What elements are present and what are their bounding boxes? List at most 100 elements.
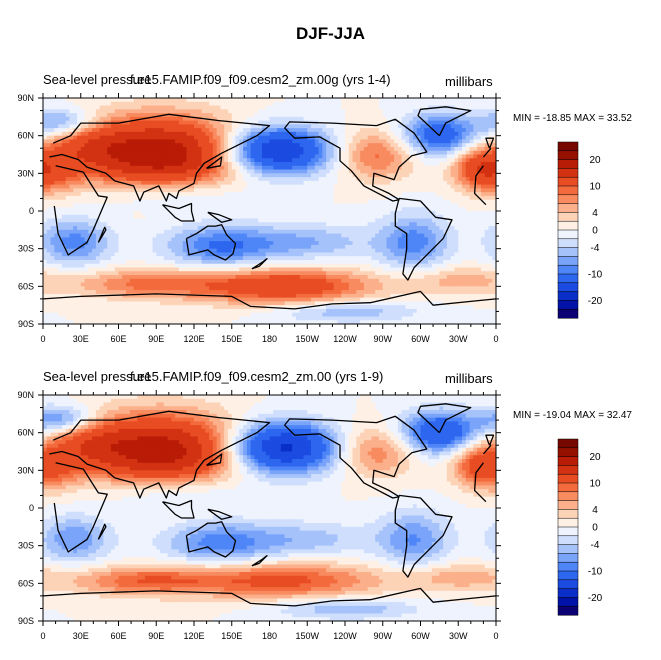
field-cell <box>88 158 93 163</box>
field-cell <box>156 169 161 174</box>
field-cell <box>424 113 429 118</box>
field-cell <box>303 207 308 212</box>
field-cell <box>209 237 214 242</box>
field-cell <box>144 199 150 205</box>
field-cell <box>435 124 440 129</box>
field-cell <box>473 226 478 231</box>
field-cell <box>439 180 444 186</box>
field-cell <box>322 146 327 152</box>
field-cell <box>352 244 357 250</box>
field-cell <box>197 177 203 182</box>
field-cell <box>205 218 210 223</box>
field-cell <box>292 222 297 227</box>
field-cell <box>220 105 225 110</box>
field-cell <box>382 162 388 167</box>
field-cell <box>424 165 429 171</box>
field-cell <box>431 165 437 171</box>
field-cell <box>163 237 169 242</box>
field-cell <box>201 233 206 238</box>
field-cell <box>488 169 493 174</box>
field-cell <box>122 214 127 220</box>
field-cell <box>299 211 305 216</box>
field-cell <box>469 214 474 220</box>
field-cell <box>401 98 407 103</box>
field-cell <box>473 113 478 118</box>
field-cell <box>386 143 391 148</box>
field-cell <box>148 248 154 254</box>
field-cell <box>54 252 59 257</box>
field-cell <box>454 128 459 133</box>
field-cell <box>205 180 210 186</box>
field-cell <box>405 233 410 238</box>
field-cell <box>246 150 252 156</box>
field-cell <box>61 143 67 148</box>
field-cell <box>488 180 493 186</box>
field-cell <box>443 116 448 122</box>
field-cell <box>88 199 93 205</box>
field-cell <box>84 195 89 201</box>
field-cell <box>171 248 176 254</box>
field-cell <box>394 154 399 159</box>
field-cell <box>462 248 467 254</box>
field-cell <box>458 203 463 208</box>
field-cell <box>371 169 376 174</box>
field-cell <box>99 188 105 193</box>
field-cell <box>469 113 474 118</box>
field-cell <box>197 184 203 189</box>
field-cell <box>371 116 376 122</box>
field-cell <box>126 105 131 110</box>
field-cell <box>488 233 493 238</box>
field-cell <box>284 162 289 167</box>
field-cell <box>311 188 316 193</box>
field-cell <box>58 165 63 171</box>
field-cell <box>412 211 418 216</box>
field-cell <box>126 241 131 246</box>
field-cell <box>239 169 244 174</box>
field-cell <box>492 150 496 156</box>
field-cell <box>428 203 433 208</box>
field-cell <box>235 241 240 246</box>
field-cell <box>367 146 373 152</box>
field-cell <box>190 101 195 107</box>
field-cell <box>65 113 71 118</box>
field-cell <box>428 146 433 152</box>
field-cell <box>345 135 350 141</box>
field-cell <box>58 101 63 107</box>
field-cell <box>424 211 429 216</box>
field-cell <box>58 203 63 208</box>
field-cell <box>412 128 418 133</box>
field-cell <box>76 154 82 159</box>
field-cell <box>137 135 142 141</box>
field-cell <box>277 214 282 220</box>
field-cell <box>405 222 410 227</box>
field-cell <box>107 192 112 197</box>
field-cell <box>205 207 210 212</box>
field-cell <box>212 139 218 144</box>
field-cell <box>92 207 97 212</box>
field-cell <box>254 98 259 103</box>
field-cell <box>273 158 278 163</box>
field-cell <box>371 158 376 163</box>
field-cell <box>390 139 395 144</box>
field-cell <box>126 128 131 133</box>
field-cell <box>114 248 120 254</box>
field-cell <box>122 241 127 246</box>
field-cell <box>182 184 188 189</box>
field-cell <box>280 233 286 238</box>
field-cell <box>265 101 271 107</box>
field-cell <box>50 120 55 125</box>
field-cell <box>261 244 267 250</box>
field-cell <box>137 105 142 110</box>
field-cell <box>428 244 433 250</box>
field-cell <box>465 203 471 208</box>
field-cell <box>250 218 256 223</box>
field-cell <box>54 188 59 193</box>
field-cell <box>322 211 327 216</box>
field-cell <box>409 233 414 238</box>
field-cell <box>137 184 142 189</box>
field-cell <box>114 237 120 242</box>
field-cell <box>390 143 395 148</box>
field-cell <box>171 195 176 201</box>
field-cell <box>160 154 165 159</box>
field-cell <box>54 211 59 216</box>
